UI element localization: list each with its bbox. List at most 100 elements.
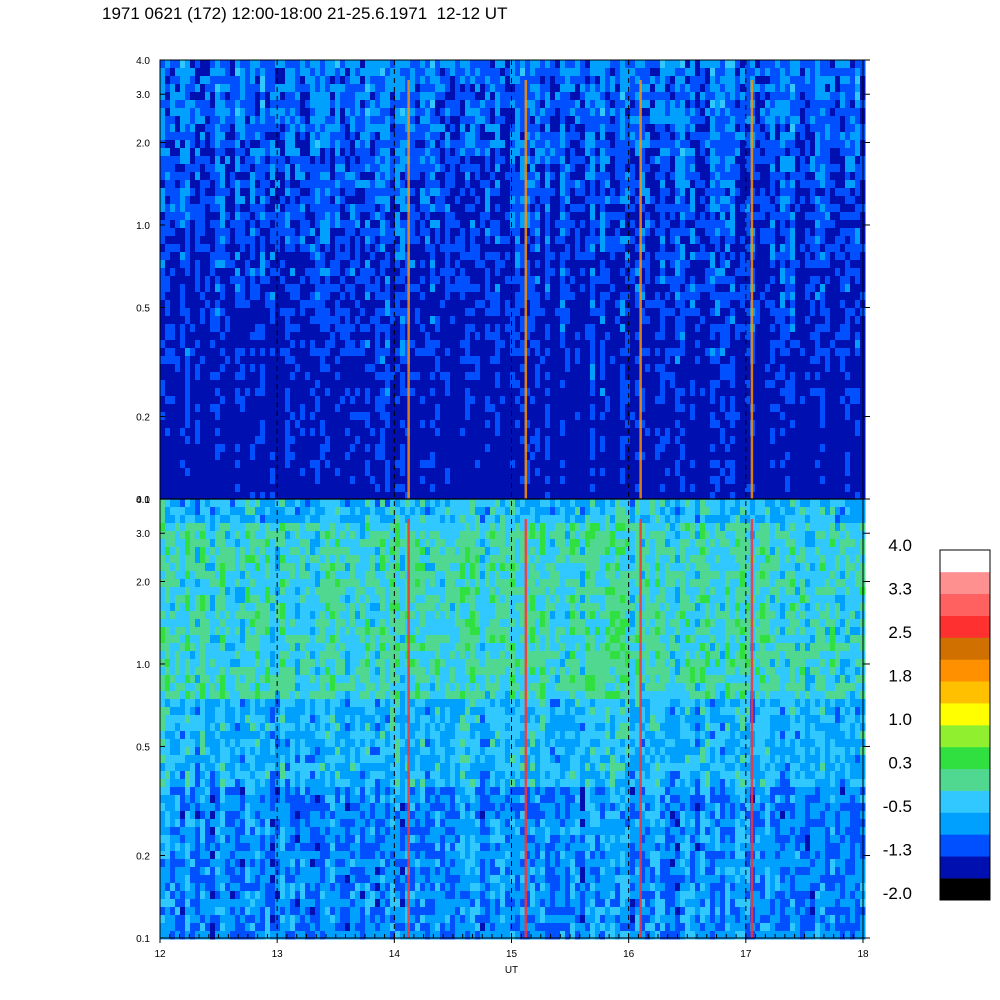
heatmap-cell xyxy=(560,260,566,269)
heatmap-cell xyxy=(295,100,301,109)
heatmap-cell xyxy=(365,340,371,349)
heatmap-cell xyxy=(425,380,431,389)
heatmap-cell xyxy=(425,468,431,477)
heatmap-cell xyxy=(540,148,546,157)
heatmap-cell xyxy=(535,60,541,69)
heatmap-cell xyxy=(220,260,226,269)
heatmap-cell xyxy=(285,284,291,293)
heatmap-cell xyxy=(440,108,446,117)
heatmap-cell xyxy=(465,316,471,325)
heatmap-cell xyxy=(270,300,276,309)
heatmap-cell xyxy=(530,308,536,317)
heatmap-cell xyxy=(575,316,581,325)
heatmap-cell xyxy=(295,204,301,213)
heatmap-cell xyxy=(460,132,466,141)
heatmap-cell xyxy=(195,156,201,165)
heatmap-cell xyxy=(570,148,576,157)
heatmap-cell xyxy=(485,396,491,405)
heatmap-cell xyxy=(520,132,526,141)
heatmap-cell xyxy=(540,356,546,365)
heatmap-cell xyxy=(470,220,476,229)
heatmap-cell xyxy=(595,204,601,213)
heatmap-cell xyxy=(185,76,191,85)
heatmap-cell xyxy=(570,92,576,101)
heatmap-cell xyxy=(500,340,506,349)
heatmap-cell xyxy=(270,316,276,325)
heatmap-cell xyxy=(560,412,566,421)
heatmap-cell xyxy=(245,492,251,501)
heatmap-cell xyxy=(320,420,326,429)
heatmap-cell xyxy=(545,116,551,125)
heatmap-cell xyxy=(595,132,601,141)
heatmap-cell xyxy=(360,372,366,381)
heatmap-cell xyxy=(300,188,306,197)
heatmap-cell xyxy=(355,492,361,501)
heatmap-cell xyxy=(350,388,356,397)
heatmap-cell xyxy=(330,108,336,117)
heatmap-cell xyxy=(160,324,166,333)
heatmap-cell xyxy=(365,356,371,365)
heatmap-cell xyxy=(205,228,211,237)
heatmap-cell xyxy=(315,420,321,429)
heatmap-cell xyxy=(555,108,561,117)
heatmap-cell xyxy=(600,252,606,261)
heatmap-cell xyxy=(545,156,551,165)
heatmap-cell xyxy=(545,428,551,437)
heatmap-cell xyxy=(255,444,261,453)
heatmap-cell xyxy=(205,68,211,77)
heatmap-cell xyxy=(195,236,201,245)
heatmap-cell xyxy=(490,372,496,381)
heatmap-cell xyxy=(455,188,461,197)
heatmap-cell xyxy=(335,468,341,477)
heatmap-cell xyxy=(565,252,571,261)
heatmap-cell xyxy=(370,372,376,381)
heatmap-cell xyxy=(585,76,591,85)
heatmap-cell xyxy=(490,260,496,269)
heatmap-cell xyxy=(480,124,486,133)
heatmap-cell xyxy=(510,380,516,389)
heatmap-cell xyxy=(165,76,171,85)
heatmap-cell xyxy=(160,372,166,381)
heatmap-cell xyxy=(490,308,496,317)
heatmap-cell xyxy=(190,196,196,205)
heatmap-cell xyxy=(575,236,581,245)
heatmap-cell xyxy=(170,124,176,133)
heatmap-cell xyxy=(375,212,381,221)
heatmap-cell xyxy=(315,124,321,133)
heatmap-cell xyxy=(280,420,286,429)
heatmap-cell xyxy=(600,292,606,301)
heatmap-cell xyxy=(445,76,451,85)
heatmap-cell xyxy=(315,252,321,261)
heatmap-cell xyxy=(260,252,266,261)
heatmap-cell xyxy=(295,452,301,461)
heatmap-cell xyxy=(425,196,431,205)
heatmap-cell xyxy=(515,252,521,261)
heatmap-cell xyxy=(345,252,351,261)
heatmap-cell xyxy=(555,300,561,309)
heatmap-cell xyxy=(410,292,416,301)
heatmap-cell xyxy=(515,436,521,445)
heatmap-cell xyxy=(415,436,421,445)
heatmap-cell xyxy=(265,220,271,229)
heatmap-cell xyxy=(440,252,446,261)
heatmap-cell xyxy=(580,244,586,253)
heatmap-cell xyxy=(360,156,366,165)
heatmap-cell xyxy=(390,220,396,229)
heatmap-cell xyxy=(245,260,251,269)
heatmap-cell xyxy=(275,196,281,205)
heatmap-cell xyxy=(435,260,441,269)
heatmap-cell xyxy=(600,204,606,213)
heatmap-cell xyxy=(445,140,451,149)
heatmap-cell xyxy=(335,412,341,421)
heatmap-cell xyxy=(580,228,586,237)
heatmap-cell xyxy=(170,156,176,165)
heatmap-cell xyxy=(335,244,341,253)
heatmap-cell xyxy=(305,444,311,453)
heatmap-cell xyxy=(310,340,316,349)
heatmap-cell xyxy=(305,84,311,93)
heatmap-cell xyxy=(285,476,291,485)
heatmap-cell xyxy=(165,196,171,205)
heatmap-cell xyxy=(185,276,191,285)
heatmap-cell xyxy=(430,300,436,309)
heatmap-cell xyxy=(280,140,286,149)
